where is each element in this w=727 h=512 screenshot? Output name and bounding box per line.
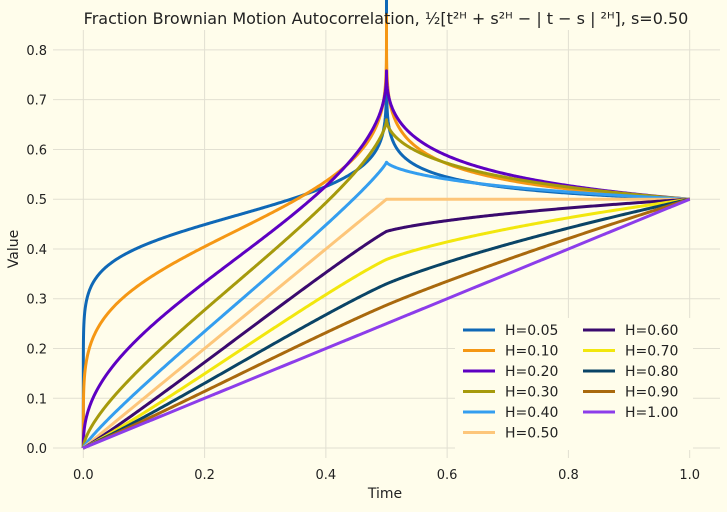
legend-label: H=0.50 xyxy=(505,426,558,442)
legend-label: H=0.80 xyxy=(625,364,678,380)
y-tick-label: 0.5 xyxy=(26,193,47,208)
series-line-7 xyxy=(81,197,690,450)
y-tick-label: 0.6 xyxy=(26,143,47,158)
legend-label: H=0.60 xyxy=(625,323,678,339)
series-line-10 xyxy=(81,197,691,450)
y-tick-label: 0.1 xyxy=(26,392,47,407)
x-tick-label: 0.2 xyxy=(194,468,215,483)
series-line-4 xyxy=(81,160,690,450)
series-line-5 xyxy=(81,197,690,450)
series-line-9 xyxy=(81,197,691,450)
x-tick-label: 0.0 xyxy=(73,468,94,483)
x-tick-label: 0.8 xyxy=(558,468,579,483)
series-line-3 xyxy=(81,118,690,450)
y-tick-label: 0.8 xyxy=(26,44,47,59)
legend-label: H=0.20 xyxy=(505,364,558,380)
legend: H=0.05 H=0.10 H=0.20 H=0.30 H=0.40 H=0.50 H=0.… xyxy=(455,318,693,450)
x-axis-ticks: 0.0 0.2 0.4 0.6 0.8 1.0 xyxy=(73,468,700,483)
y-tick-label: 0.3 xyxy=(26,293,47,308)
legend-label: H=0.40 xyxy=(505,405,558,421)
legend-label: H=0.05 xyxy=(505,323,558,339)
series-line-6 xyxy=(81,197,690,450)
legend-label: H=0.90 xyxy=(625,385,678,401)
x-tick-label: 0.4 xyxy=(316,468,337,483)
chart-title: Fraction Brownian Motion Autocorrelation… xyxy=(84,9,689,28)
series-line-8 xyxy=(81,197,691,450)
y-axis-label: Value xyxy=(6,230,22,268)
x-axis-label: Time xyxy=(367,486,402,502)
y-tick-label: 0.7 xyxy=(26,94,47,109)
x-tick-label: 1.0 xyxy=(679,468,700,483)
legend-label: H=0.10 xyxy=(505,344,558,360)
x-tick-label: 0.6 xyxy=(437,468,458,483)
y-tick-label: 0.2 xyxy=(26,343,47,358)
y-tick-label: 0.0 xyxy=(26,442,47,457)
legend-label: H=1.00 xyxy=(625,405,678,421)
legend-box xyxy=(455,318,693,450)
legend-label: H=0.30 xyxy=(505,385,558,401)
legend-label: H=0.70 xyxy=(625,344,678,360)
series-lines xyxy=(81,0,691,450)
y-tick-label: 0.4 xyxy=(26,243,47,258)
y-axis-ticks: 0.0 0.1 0.2 0.3 0.4 0.5 0.6 0.7 0.8 xyxy=(26,44,47,457)
